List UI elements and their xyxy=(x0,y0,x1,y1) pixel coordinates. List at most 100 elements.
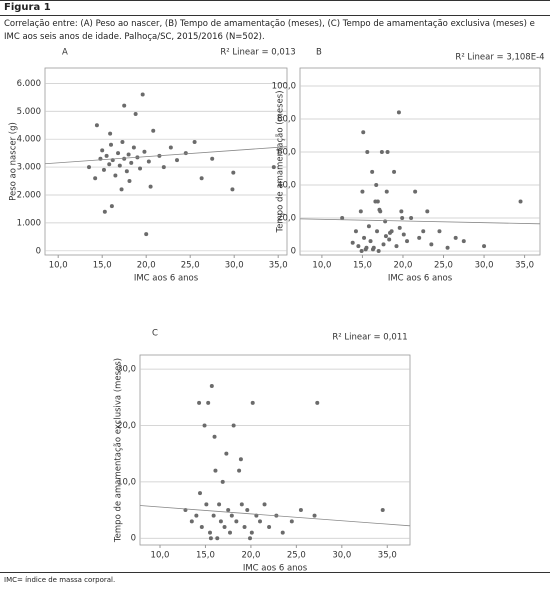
plot-area xyxy=(44,67,288,256)
caption: Correlação entre: (A) Peso ao nascer, (B… xyxy=(4,19,535,42)
point xyxy=(356,244,361,249)
x-tick-label: 25,0 xyxy=(287,551,306,561)
point xyxy=(209,384,214,389)
y-tick-label: 20,0 xyxy=(277,214,296,224)
point xyxy=(437,229,442,234)
point xyxy=(101,167,106,172)
point xyxy=(231,423,236,428)
point xyxy=(119,187,124,192)
point xyxy=(213,468,218,473)
point xyxy=(108,131,113,136)
point xyxy=(87,165,91,170)
point xyxy=(375,229,380,234)
y-tick-label: 2.000 xyxy=(17,190,41,200)
x-tick-label: 30,0 xyxy=(225,261,244,271)
point xyxy=(208,536,213,541)
x-tick-label: 35,0 xyxy=(269,261,288,271)
point xyxy=(360,189,365,194)
panel-label: A xyxy=(62,48,68,58)
point xyxy=(146,159,151,164)
y-tick-label: 0 xyxy=(131,534,136,544)
point xyxy=(340,216,345,221)
point xyxy=(384,189,389,194)
trend-line xyxy=(299,218,541,225)
trend-line xyxy=(44,146,288,165)
point xyxy=(229,513,234,518)
point xyxy=(222,524,227,529)
x-tick-label: 30,0 xyxy=(475,261,494,271)
point xyxy=(198,491,202,496)
point xyxy=(194,513,199,518)
point xyxy=(374,183,379,188)
point xyxy=(206,400,211,405)
point xyxy=(109,204,114,209)
point xyxy=(262,502,267,507)
point xyxy=(388,230,392,235)
point xyxy=(210,156,215,161)
r2-annotation: R² Linear = 3,108E-4 xyxy=(455,53,544,63)
point xyxy=(133,112,138,117)
point xyxy=(289,519,294,524)
point xyxy=(399,209,404,214)
point xyxy=(368,239,373,244)
point xyxy=(122,156,127,161)
point xyxy=(183,151,188,156)
point xyxy=(421,229,426,234)
trend-line xyxy=(139,505,411,527)
y-tick-label: 40,0 xyxy=(277,181,296,191)
point xyxy=(228,530,232,535)
point xyxy=(239,502,244,507)
point xyxy=(267,524,272,529)
y-tick-label: 5.000 xyxy=(17,107,41,117)
point xyxy=(361,130,366,135)
point xyxy=(217,502,222,507)
point xyxy=(129,160,134,165)
point xyxy=(151,128,156,133)
point xyxy=(315,400,320,405)
point xyxy=(387,237,392,242)
point xyxy=(126,152,131,157)
y-tick-label: 0 xyxy=(291,247,296,257)
point xyxy=(365,150,370,155)
point xyxy=(242,524,247,529)
point xyxy=(353,229,358,234)
point xyxy=(518,199,523,204)
point xyxy=(120,139,125,144)
point xyxy=(122,103,127,108)
x-tick-label: 15,0 xyxy=(93,261,112,271)
point xyxy=(271,165,276,170)
panel-label: C xyxy=(152,329,158,339)
point xyxy=(401,232,406,237)
y-axis-label: Peso ao nascer (g) xyxy=(9,122,19,201)
point xyxy=(144,232,149,237)
point xyxy=(161,165,166,170)
plot-area xyxy=(299,67,541,256)
point xyxy=(461,239,466,244)
point xyxy=(381,242,386,247)
point xyxy=(199,524,204,529)
point xyxy=(138,166,143,171)
point xyxy=(248,536,252,541)
point xyxy=(197,400,202,405)
point xyxy=(358,209,363,214)
point xyxy=(385,150,390,155)
y-tick-label: 0 xyxy=(36,246,41,256)
panel-label: B xyxy=(316,48,322,58)
point xyxy=(445,245,450,250)
point xyxy=(218,519,223,524)
point xyxy=(249,530,254,535)
point xyxy=(224,451,229,456)
y-tick-label: 30,0 xyxy=(117,365,136,375)
point xyxy=(298,508,303,513)
point xyxy=(168,145,173,150)
x-axis-label: IMC aos 6 anos xyxy=(388,274,453,284)
x-tick-label: 15,0 xyxy=(196,551,215,561)
point xyxy=(359,249,364,254)
point xyxy=(202,423,207,428)
point xyxy=(231,170,236,175)
point xyxy=(400,216,405,221)
point xyxy=(238,457,243,462)
point xyxy=(113,173,118,178)
point xyxy=(124,169,129,174)
point xyxy=(116,151,121,156)
